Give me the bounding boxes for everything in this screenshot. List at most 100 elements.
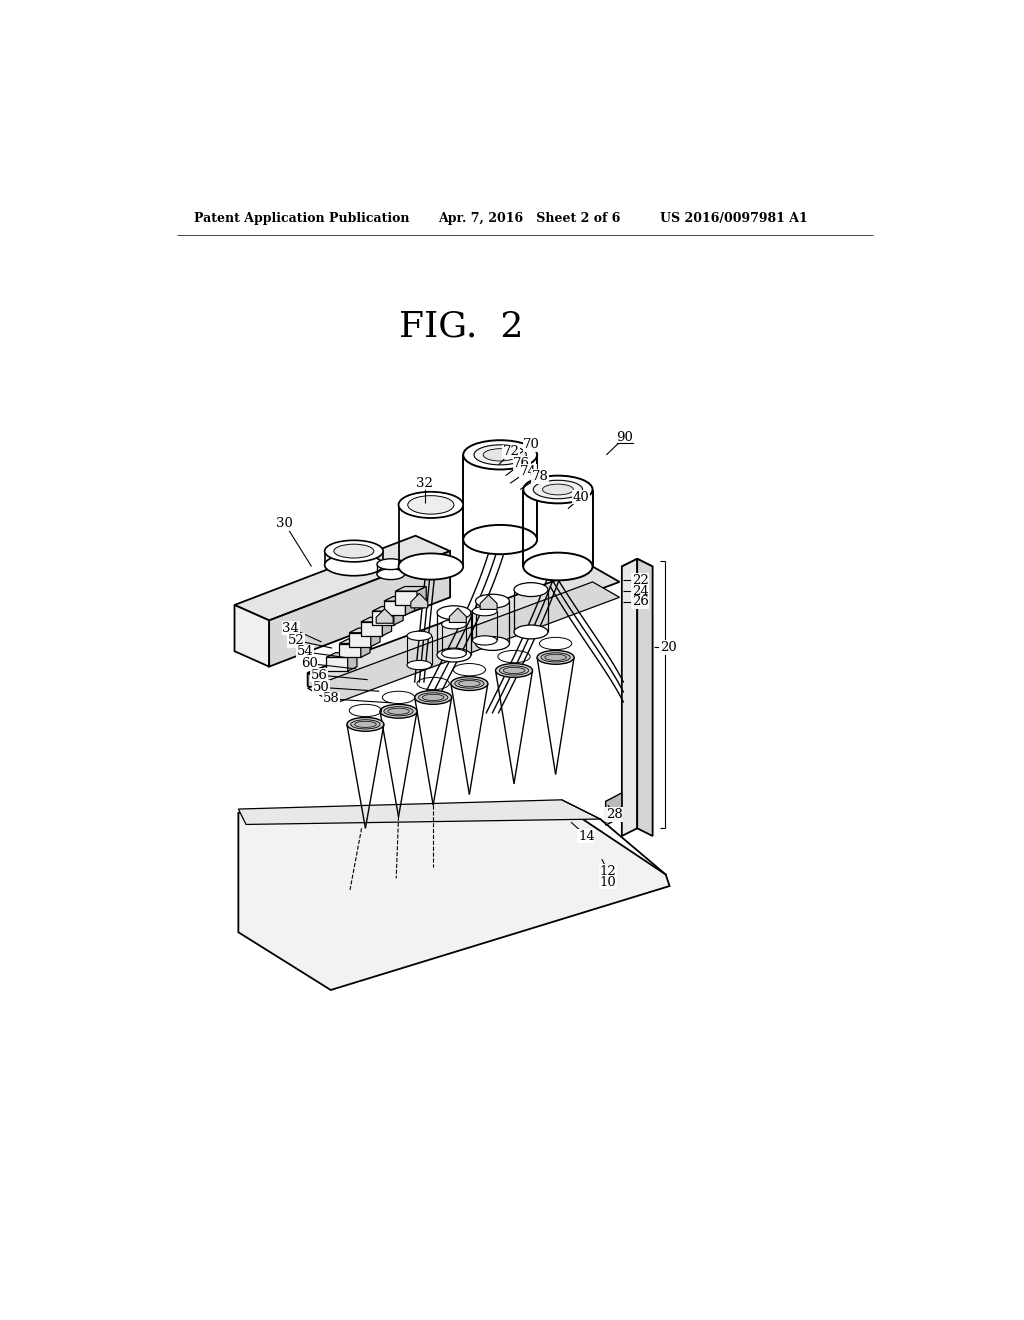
Text: 12: 12 <box>600 865 616 878</box>
Polygon shape <box>326 653 357 657</box>
Ellipse shape <box>496 664 532 677</box>
Polygon shape <box>395 591 417 605</box>
Ellipse shape <box>407 660 432 669</box>
Ellipse shape <box>441 619 466 628</box>
Ellipse shape <box>523 553 593 581</box>
Text: 90: 90 <box>616 430 633 444</box>
Ellipse shape <box>514 626 548 639</box>
Ellipse shape <box>437 606 471 619</box>
Text: 58: 58 <box>323 693 339 705</box>
Ellipse shape <box>398 492 463 517</box>
Polygon shape <box>339 644 360 657</box>
Text: 50: 50 <box>312 681 329 694</box>
Polygon shape <box>360 618 391 622</box>
Polygon shape <box>348 653 357 671</box>
Ellipse shape <box>455 678 484 688</box>
Polygon shape <box>406 597 415 615</box>
Text: 28: 28 <box>606 808 623 821</box>
Polygon shape <box>411 594 428 607</box>
Text: 34: 34 <box>283 622 299 635</box>
Polygon shape <box>382 618 391 636</box>
Ellipse shape <box>408 496 454 515</box>
Ellipse shape <box>475 594 509 609</box>
Ellipse shape <box>463 525 538 554</box>
Polygon shape <box>349 632 371 647</box>
Ellipse shape <box>377 558 404 570</box>
Ellipse shape <box>384 706 413 715</box>
Polygon shape <box>307 673 335 701</box>
Text: 56: 56 <box>310 668 328 681</box>
Ellipse shape <box>474 445 526 465</box>
Polygon shape <box>637 558 652 836</box>
Polygon shape <box>371 628 380 647</box>
Text: 20: 20 <box>659 640 677 653</box>
Polygon shape <box>480 595 497 610</box>
Polygon shape <box>395 586 426 591</box>
Ellipse shape <box>419 693 447 702</box>
Ellipse shape <box>334 544 374 558</box>
Text: Apr. 7, 2016   Sheet 2 of 6: Apr. 7, 2016 Sheet 2 of 6 <box>438 213 621 224</box>
Text: Patent Application Publication: Patent Application Publication <box>194 213 410 224</box>
Polygon shape <box>373 607 403 611</box>
Text: 26: 26 <box>632 595 649 609</box>
Ellipse shape <box>483 449 517 461</box>
Ellipse shape <box>407 631 432 640</box>
Text: 78: 78 <box>531 470 549 483</box>
Polygon shape <box>339 639 370 644</box>
Polygon shape <box>307 582 620 704</box>
Polygon shape <box>622 558 637 836</box>
Ellipse shape <box>441 649 466 659</box>
Polygon shape <box>307 566 620 688</box>
Ellipse shape <box>543 484 573 495</box>
Text: 30: 30 <box>276 517 293 529</box>
Ellipse shape <box>354 721 376 727</box>
Polygon shape <box>360 622 382 636</box>
Text: FIG.  2: FIG. 2 <box>399 309 524 343</box>
Text: 74: 74 <box>519 465 537 478</box>
Polygon shape <box>622 558 652 574</box>
Ellipse shape <box>475 636 509 651</box>
Ellipse shape <box>459 681 480 686</box>
Polygon shape <box>360 639 370 657</box>
Text: 76: 76 <box>513 457 530 470</box>
Text: 72: 72 <box>503 445 519 458</box>
Ellipse shape <box>514 582 548 597</box>
Ellipse shape <box>534 480 583 499</box>
Polygon shape <box>417 586 426 605</box>
Ellipse shape <box>388 708 410 714</box>
Ellipse shape <box>415 690 452 705</box>
Ellipse shape <box>545 655 566 660</box>
Polygon shape <box>376 609 393 623</box>
Ellipse shape <box>325 554 383 576</box>
Text: 24: 24 <box>632 585 648 598</box>
Ellipse shape <box>451 677 487 690</box>
Ellipse shape <box>437 648 471 661</box>
Ellipse shape <box>422 694 444 701</box>
Ellipse shape <box>472 607 497 616</box>
Text: 70: 70 <box>523 438 541 451</box>
Text: 52: 52 <box>288 634 304 647</box>
Ellipse shape <box>325 540 383 562</box>
Text: 32: 32 <box>417 477 433 490</box>
Text: 22: 22 <box>632 574 648 587</box>
Ellipse shape <box>347 718 384 731</box>
Polygon shape <box>384 597 415 601</box>
Ellipse shape <box>541 653 570 663</box>
Polygon shape <box>234 536 451 620</box>
Polygon shape <box>611 807 622 817</box>
Ellipse shape <box>398 553 463 579</box>
Polygon shape <box>269 552 451 667</box>
Text: 60: 60 <box>301 657 317 671</box>
Text: 14: 14 <box>578 829 595 842</box>
Polygon shape <box>239 805 670 990</box>
Polygon shape <box>384 601 406 615</box>
Ellipse shape <box>351 719 380 729</box>
Ellipse shape <box>500 665 528 675</box>
Polygon shape <box>373 611 394 626</box>
Polygon shape <box>450 609 466 623</box>
Polygon shape <box>349 628 380 632</box>
Ellipse shape <box>538 651 574 664</box>
Ellipse shape <box>377 569 404 579</box>
Ellipse shape <box>472 636 497 645</box>
Polygon shape <box>234 605 269 667</box>
